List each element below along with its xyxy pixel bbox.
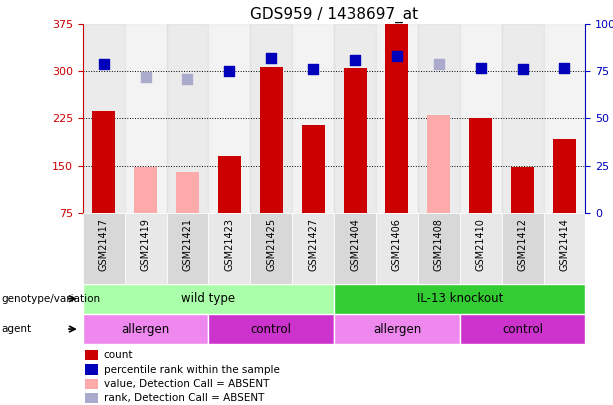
Bar: [176, 172, 199, 213]
Point: [183, 76, 192, 82]
Bar: [167, 24, 208, 213]
Point: [266, 55, 276, 62]
Text: GSM21404: GSM21404: [350, 218, 360, 271]
Text: allergen: allergen: [373, 322, 421, 336]
Point: [517, 66, 527, 73]
Bar: [334, 314, 460, 344]
Point: [476, 64, 485, 71]
Text: GSM21425: GSM21425: [266, 218, 276, 271]
Bar: [460, 24, 501, 213]
Bar: [218, 156, 241, 213]
Text: count: count: [104, 350, 133, 360]
Bar: [460, 213, 501, 284]
Bar: [427, 115, 451, 213]
Text: GSM21423: GSM21423: [224, 218, 234, 271]
Bar: [85, 364, 98, 375]
Text: GSM21408: GSM21408: [434, 218, 444, 271]
Text: value, Detection Call = ABSENT: value, Detection Call = ABSENT: [104, 379, 269, 389]
Point: [308, 66, 318, 73]
Bar: [124, 213, 167, 284]
Bar: [418, 213, 460, 284]
Bar: [83, 24, 124, 213]
Text: GSM21427: GSM21427: [308, 218, 318, 271]
Bar: [501, 24, 544, 213]
Bar: [83, 314, 208, 344]
Bar: [302, 125, 325, 213]
Bar: [544, 213, 585, 284]
Text: control: control: [251, 322, 292, 336]
Text: allergen: allergen: [121, 322, 170, 336]
Title: GDS959 / 1438697_at: GDS959 / 1438697_at: [250, 7, 418, 23]
Text: GSM21406: GSM21406: [392, 218, 402, 271]
Bar: [501, 213, 544, 284]
Bar: [511, 167, 534, 213]
Text: GSM21419: GSM21419: [140, 218, 151, 271]
Bar: [167, 213, 208, 284]
Point: [224, 68, 234, 75]
Bar: [376, 213, 418, 284]
Text: agent: agent: [1, 324, 31, 334]
Bar: [208, 213, 250, 284]
Text: genotype/variation: genotype/variation: [1, 294, 101, 304]
Bar: [250, 213, 292, 284]
Bar: [343, 68, 367, 213]
Bar: [469, 118, 492, 213]
Bar: [376, 24, 418, 213]
Bar: [334, 24, 376, 213]
Point: [141, 74, 151, 80]
Bar: [208, 314, 334, 344]
Text: GSM21410: GSM21410: [476, 218, 485, 271]
Bar: [83, 284, 334, 314]
Text: wild type: wild type: [181, 292, 235, 305]
Text: control: control: [502, 322, 543, 336]
Text: IL-13 knockout: IL-13 knockout: [417, 292, 503, 305]
Bar: [460, 314, 585, 344]
Bar: [553, 139, 576, 213]
Point: [99, 61, 109, 67]
Bar: [92, 111, 115, 213]
Bar: [386, 24, 408, 213]
Point: [560, 64, 569, 71]
Bar: [124, 24, 167, 213]
Text: GSM21414: GSM21414: [560, 218, 569, 271]
Bar: [85, 350, 98, 360]
Bar: [292, 213, 334, 284]
Text: GSM21421: GSM21421: [183, 218, 192, 271]
Text: GSM21412: GSM21412: [517, 218, 528, 271]
Bar: [83, 213, 124, 284]
Bar: [334, 213, 376, 284]
Bar: [85, 379, 98, 389]
Bar: [334, 284, 585, 314]
Point: [350, 57, 360, 63]
Point: [434, 61, 444, 67]
Bar: [292, 24, 334, 213]
Bar: [250, 24, 292, 213]
Text: rank, Detection Call = ABSENT: rank, Detection Call = ABSENT: [104, 393, 264, 403]
Point: [392, 53, 402, 60]
Bar: [418, 24, 460, 213]
Bar: [544, 24, 585, 213]
Bar: [208, 24, 250, 213]
Text: percentile rank within the sample: percentile rank within the sample: [104, 364, 280, 375]
Bar: [134, 167, 157, 213]
Bar: [85, 393, 98, 403]
Text: GSM21417: GSM21417: [99, 218, 109, 271]
Bar: [260, 67, 283, 213]
